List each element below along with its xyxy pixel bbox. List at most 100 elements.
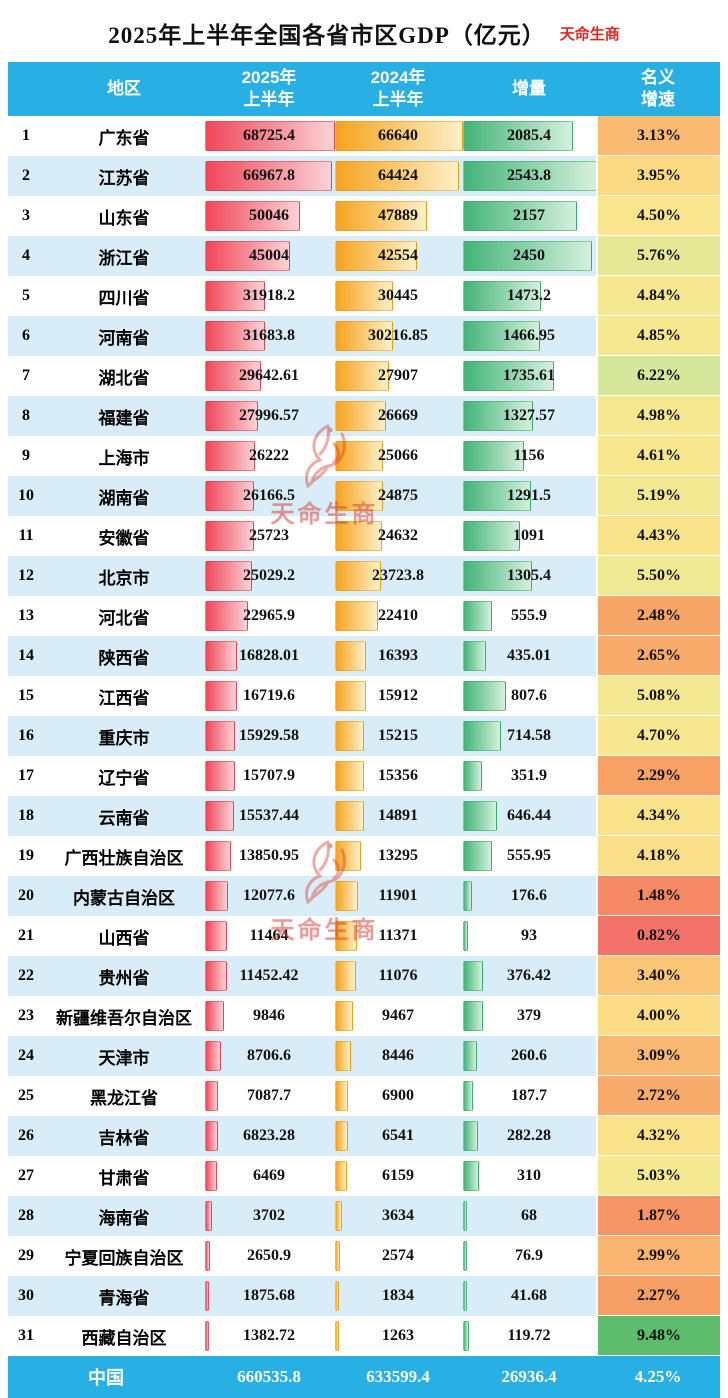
- increment-cell: 1091: [462, 516, 596, 556]
- region-cell: 吉林省: [98, 1128, 150, 1148]
- growth-cell: 5.08%: [596, 676, 720, 716]
- gdp-2024-value: 15215: [378, 727, 418, 744]
- increment-value: 351.9: [511, 767, 547, 784]
- gdp-2025-cell: 22965.9: [204, 596, 334, 636]
- header-region: 地区: [44, 62, 204, 116]
- growth-value: 1.48%: [637, 886, 681, 904]
- growth-cell: 4.84%: [596, 276, 720, 316]
- gdp-2025-value: 26166.5: [243, 487, 295, 504]
- gdp-2024-value: 22410: [378, 607, 418, 624]
- increment-cell: 187.7: [462, 1076, 596, 1116]
- gdp-2025-bar: [205, 481, 255, 511]
- increment-value: 1466.95: [503, 327, 555, 344]
- region-cell: 四川省: [98, 288, 150, 308]
- total-region: 中国: [88, 1368, 124, 1388]
- gdp-2024-cell: 66640: [334, 116, 463, 156]
- gdp-2024-bar: [335, 561, 381, 591]
- growth-value: 5.50%: [637, 566, 681, 584]
- region-cell: 贵州省: [98, 968, 150, 988]
- table-row: 30 青海省 1875.68 1834 41.68 2.27%: [8, 1276, 720, 1316]
- gdp-2024-cell: 23723.8: [334, 556, 462, 596]
- rank-cell: 27: [18, 1167, 34, 1184]
- gdp-2024-value: 16393: [378, 647, 418, 664]
- table-row: 13 河北省 22965.9 22410 555.9 2.48%: [8, 596, 720, 636]
- gdp-2025-value: 45004: [249, 247, 289, 264]
- growth-value: 4.32%: [637, 1126, 681, 1144]
- growth-value: 4.70%: [637, 726, 681, 744]
- gdp-2025-value: 11464: [249, 927, 289, 944]
- gdp-2025-bar: [205, 561, 253, 591]
- growth-value: 4.43%: [637, 526, 681, 544]
- gdp-2024-value: 6159: [382, 1167, 414, 1184]
- gdp-2025-value: 68725.4: [243, 127, 295, 144]
- header-region-label: 地区: [107, 78, 141, 98]
- increment-cell: 1466.95: [462, 316, 596, 356]
- gdp-2025-cell: 29642.61: [204, 356, 334, 396]
- increment-bar: [463, 201, 577, 231]
- growth-cell: 4.32%: [596, 1116, 720, 1156]
- table-row: 24 天津市 8706.6 8446 260.6 3.09%: [8, 1036, 720, 1076]
- gdp-2024-value: 13295: [378, 847, 418, 864]
- gdp-2025-bar: [205, 321, 265, 351]
- increment-bar: [463, 841, 493, 871]
- gdp-2024-value: 14891: [378, 807, 418, 824]
- gdp-2025-bar: [205, 1281, 209, 1311]
- increment-cell: 76.9: [462, 1236, 596, 1276]
- region-cell: 河北省: [98, 608, 150, 628]
- region-cell: 江苏省: [98, 168, 150, 188]
- table-row: 23 新疆维吾尔自治区 9846 9467 379 4.00%: [8, 996, 720, 1036]
- gdp-2025-value: 16828.01: [239, 647, 299, 664]
- increment-bar: [463, 761, 482, 791]
- growth-value: 2.65%: [637, 646, 681, 664]
- growth-cell: 2.99%: [596, 1236, 720, 1276]
- increment-value: 1156: [513, 447, 545, 464]
- rank-cell: 18: [18, 807, 34, 824]
- increment-cell: 310: [462, 1156, 596, 1196]
- gdp-2025-cell: 16828.01: [204, 636, 334, 676]
- gdp-2025-cell: 68725.4: [204, 116, 335, 156]
- table-row: 12 北京市 25029.2 23723.8 1305.4 5.50%: [8, 556, 720, 596]
- gdp-2025-value: 16719.6: [243, 687, 295, 704]
- gdp-2025-bar: [205, 401, 258, 431]
- table-row: 6 河南省 31683.8 30216.85 1466.95 4.85%: [8, 316, 720, 356]
- gdp-2024-bar: [335, 281, 394, 311]
- gdp-2024-value: 6541: [382, 1127, 414, 1144]
- growth-cell: 3.95%: [596, 156, 720, 196]
- gdp-2024-cell: 25066: [334, 436, 462, 476]
- gdp-2025-value: 26222: [249, 447, 289, 464]
- rank-cell: 3: [22, 207, 30, 224]
- gdp-2025-value: 1875.68: [243, 1287, 295, 1304]
- gdp-2024-bar: [335, 481, 383, 511]
- growth-value: 5.19%: [637, 486, 681, 504]
- rank-cell: 26: [18, 1127, 34, 1144]
- gdp-2025-bar: [205, 681, 237, 711]
- gdp-2024-bar: [335, 761, 365, 791]
- gdp-2025-value: 15537.44: [239, 807, 299, 824]
- gdp-2024-bar: [335, 521, 383, 551]
- gdp-2024-cell: 47889: [334, 196, 462, 236]
- increment-value: 807.6: [511, 687, 547, 704]
- table-row: 20 内蒙古自治区 12077.6 11901 176.6 1.48%: [8, 876, 720, 916]
- gdp-2025-cell: 6823.28: [204, 1116, 334, 1156]
- increment-cell: 119.72: [462, 1316, 596, 1356]
- growth-value: 2.72%: [637, 1086, 681, 1104]
- header-growth-line2: 增速: [641, 90, 675, 109]
- gdp-2025-cell: 2650.9: [204, 1236, 334, 1276]
- growth-value: 5.76%: [637, 246, 681, 264]
- region-cell: 福建省: [98, 408, 150, 428]
- increment-value: 68: [521, 1207, 537, 1224]
- table-row: 25 黑龙江省 7087.7 6900 187.7 2.72%: [8, 1076, 720, 1116]
- region-cell: 甘肃省: [98, 1168, 150, 1188]
- growth-cell: 2.27%: [596, 1276, 720, 1316]
- gdp-2025-cell: 50046: [204, 196, 334, 236]
- header-gdp-2024-line1: 2024年: [370, 67, 426, 87]
- increment-bar: [463, 1201, 467, 1231]
- increment-bar: [463, 681, 506, 711]
- gdp-2024-bar: [335, 881, 358, 911]
- gdp-2024-bar: [335, 401, 387, 431]
- gdp-2024-bar: [335, 321, 394, 351]
- gdp-2024-value: 42554: [378, 247, 418, 264]
- gdp-2025-bar: [205, 801, 235, 831]
- growth-cell: 5.19%: [596, 476, 720, 516]
